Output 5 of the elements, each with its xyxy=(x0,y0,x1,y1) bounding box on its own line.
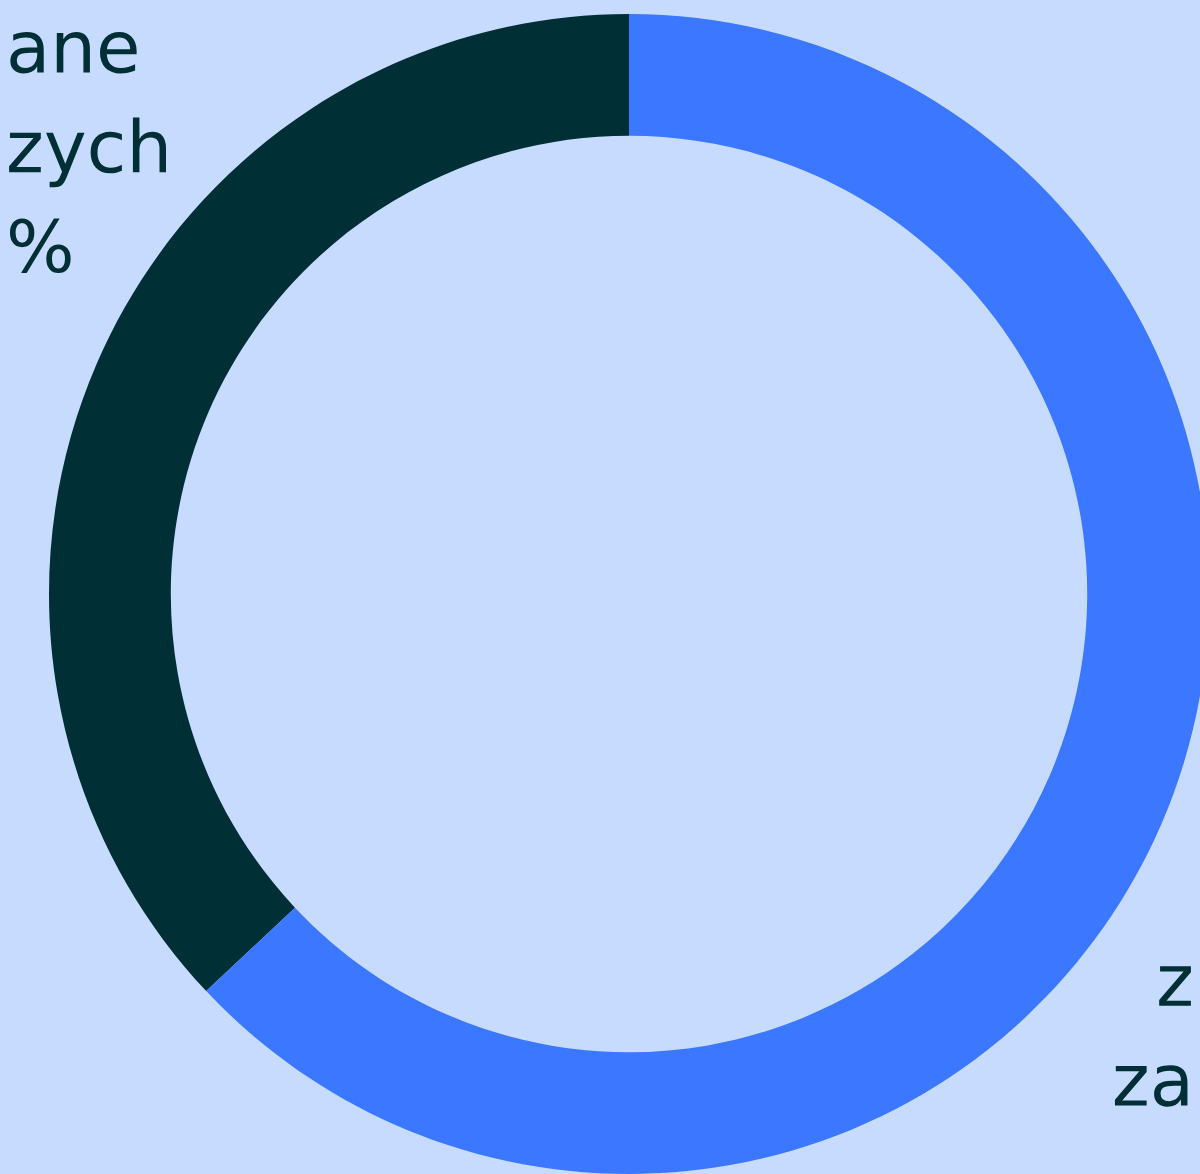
text: ane xyxy=(10,32,137,74)
text: z xyxy=(1159,966,1191,1006)
text: zych xyxy=(9,117,166,188)
text: % xyxy=(9,218,71,274)
text: za xyxy=(1114,1065,1188,1107)
